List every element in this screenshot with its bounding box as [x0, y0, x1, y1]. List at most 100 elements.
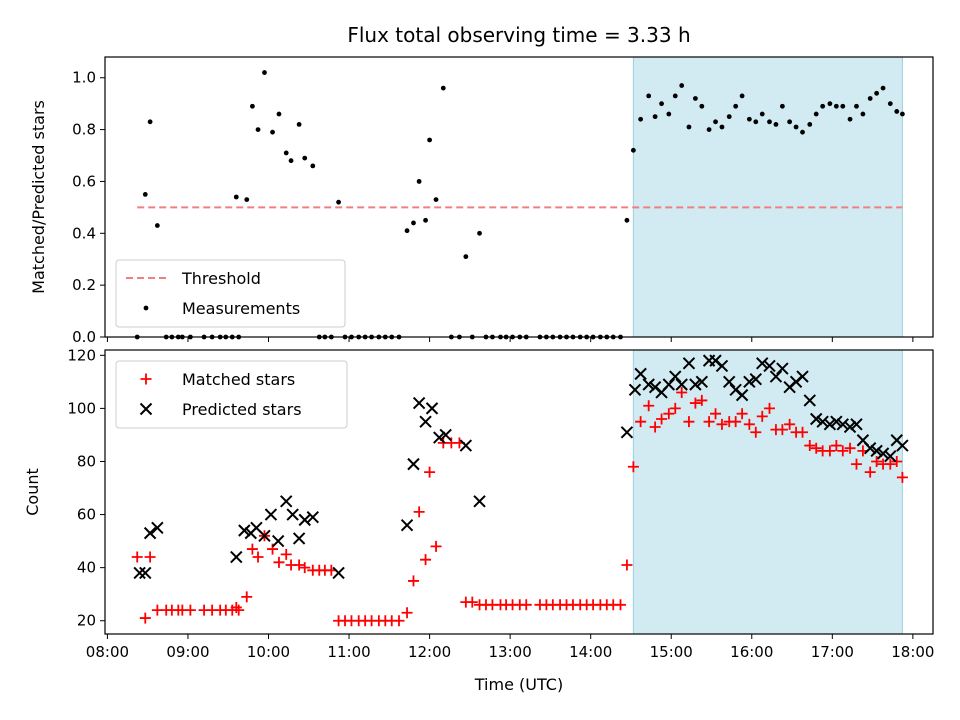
data-point-dot	[854, 103, 859, 109]
x-tick-label: 15:00	[650, 643, 693, 661]
x-tick-label: 08:00	[86, 643, 129, 661]
data-point-plus-shape	[703, 416, 715, 428]
data-point-x-shape	[280, 495, 293, 508]
data-point-plus-shape	[804, 440, 816, 452]
data-point-plus	[804, 440, 816, 452]
data-point-x-shape	[850, 418, 863, 431]
data-point-x	[723, 375, 736, 389]
data-point-x-shape	[292, 532, 306, 545]
data-point-plus	[233, 604, 245, 616]
data-point-dot	[672, 93, 678, 99]
y-tick-label: 80	[77, 452, 96, 470]
data-point-plus	[520, 599, 532, 611]
data-point-plus-shape	[656, 413, 668, 425]
data-point-plus-shape	[280, 548, 292, 560]
data-point-x-shape	[264, 508, 278, 521]
data-point-x-shape	[876, 447, 890, 460]
data-point-x	[669, 370, 682, 383]
data-point-x-shape	[628, 383, 642, 397]
data-point-x-shape	[332, 566, 345, 580]
data-point-x	[473, 495, 486, 508]
data-point-x	[843, 420, 857, 434]
data-point-x-shape	[843, 420, 857, 434]
data-point-plus	[430, 540, 442, 552]
data-point-plus	[184, 604, 196, 616]
data-point-plus-shape	[144, 551, 156, 563]
legend-box	[115, 360, 348, 429]
data-point-plus	[656, 413, 668, 425]
data-point-x-shape	[743, 375, 756, 389]
data-point-plus	[273, 556, 285, 568]
data-point-plus	[850, 458, 862, 470]
data-point-plus	[710, 408, 722, 420]
data-point-x-shape	[735, 388, 749, 402]
data-point-plus-shape	[710, 408, 722, 420]
data-point-plus	[891, 455, 903, 467]
data-point-plus	[844, 442, 856, 454]
data-point-plus	[621, 559, 633, 571]
data-point-x-shape	[769, 370, 783, 383]
data-point-dot	[820, 103, 826, 109]
data-point-x	[412, 396, 426, 410]
data-point-x-shape	[669, 370, 682, 383]
data-point-x	[810, 412, 823, 426]
data-point-plus	[830, 440, 842, 452]
figure-title: Flux total observing time = 3.33 h	[347, 23, 690, 47]
data-point-x	[642, 378, 655, 391]
data-point-plus-shape	[736, 408, 748, 420]
data-point-x	[830, 415, 843, 428]
data-point-plus	[144, 551, 156, 563]
data-point-x	[433, 431, 446, 444]
data-point-dot	[427, 137, 432, 143]
data-point-dot	[630, 147, 636, 153]
legend-marker-plus	[140, 373, 152, 385]
data-point-x-shape	[459, 439, 473, 452]
data-point-x	[695, 375, 709, 389]
data-point-plus	[837, 445, 849, 457]
data-point-x	[634, 367, 647, 381]
y-tick-label: 0.0	[72, 328, 96, 346]
data-point-x-shape	[306, 511, 320, 524]
data-point-dot	[807, 122, 813, 127]
data-point-plus	[293, 559, 305, 571]
data-point-plus-shape	[413, 506, 425, 518]
data-point-plus-shape	[643, 400, 655, 412]
data-point-plus	[139, 612, 151, 624]
data-point-plus-shape	[864, 466, 876, 478]
data-point-dot	[477, 230, 482, 236]
data-point-x-shape	[238, 524, 251, 537]
data-point-dot	[666, 111, 672, 117]
data-point-x-shape	[425, 402, 439, 415]
data-point-plus-shape	[824, 445, 836, 457]
data-point-x	[298, 513, 311, 527]
data-point-x	[756, 357, 769, 370]
y-tick-label: 1.0	[72, 69, 96, 87]
data-point-x-shape	[151, 521, 164, 535]
data-point-plus-shape	[896, 471, 908, 483]
data-point-x	[620, 426, 634, 439]
data-point-x	[884, 449, 897, 463]
data-point-plus	[750, 426, 762, 438]
data-point-x	[803, 394, 816, 407]
data-point-x-shape	[863, 441, 877, 455]
data-point-plus-shape	[241, 591, 253, 603]
data-point-dot	[739, 93, 745, 99]
data-point-x	[735, 388, 749, 402]
data-point-dot	[719, 124, 725, 130]
data-point-plus-shape	[635, 416, 647, 428]
y-tick-label: 0.6	[72, 172, 96, 190]
data-point-plus-shape	[184, 604, 196, 616]
data-point-x	[400, 518, 414, 532]
data-point-x	[439, 428, 452, 442]
data-point-plus-shape	[884, 458, 896, 470]
data-point-dot	[827, 101, 833, 107]
data-point-dot	[880, 85, 886, 91]
data-point-dot	[416, 179, 422, 184]
series-2-points	[133, 354, 909, 580]
data-point-plus	[241, 591, 253, 603]
data-point-plus-shape	[430, 540, 442, 552]
data-point-plus-shape	[756, 410, 768, 422]
data-point-dot	[646, 93, 652, 99]
data-point-dot	[142, 192, 148, 197]
data-point-x-shape	[796, 370, 809, 383]
